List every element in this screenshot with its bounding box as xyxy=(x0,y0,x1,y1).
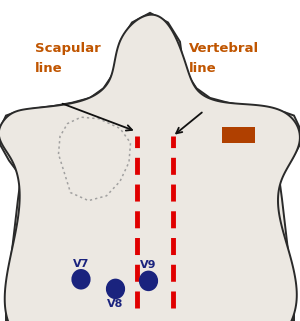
Text: V9: V9 xyxy=(140,260,157,271)
Circle shape xyxy=(139,271,158,291)
Text: Scapular: Scapular xyxy=(34,42,100,55)
Polygon shape xyxy=(0,15,300,321)
Text: line: line xyxy=(34,63,62,75)
Polygon shape xyxy=(0,13,300,321)
Circle shape xyxy=(106,279,125,299)
Bar xyxy=(222,127,255,143)
Text: V7: V7 xyxy=(73,259,89,269)
Text: V8: V8 xyxy=(107,299,124,309)
Text: Vertebral: Vertebral xyxy=(189,42,259,55)
Text: line: line xyxy=(189,63,217,75)
Circle shape xyxy=(71,269,91,290)
